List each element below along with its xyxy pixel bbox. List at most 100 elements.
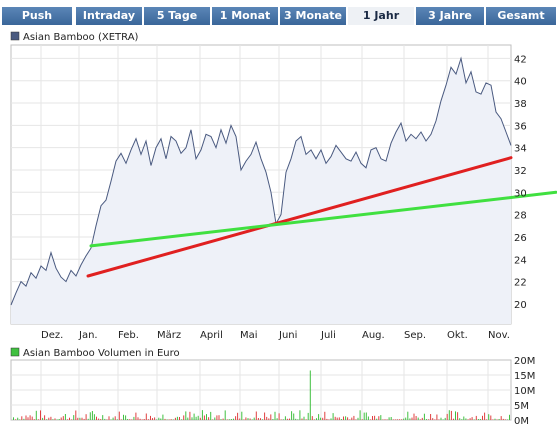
volume-bar [390,417,392,420]
volume-bar [64,414,66,420]
tab-3-jahre[interactable]: 3 Jahre [416,7,484,25]
volume-bar [214,417,216,420]
tab-push[interactable]: Push [2,7,72,25]
volume-bar [488,414,490,420]
price-y-tick-label: 30 [514,188,527,199]
volume-bar [284,416,286,420]
volume-bar [158,417,160,420]
volume-bar [396,419,398,420]
volume-bar [448,410,450,420]
volume-bar [417,417,419,420]
price-y-tick-label: 28 [514,211,527,222]
volume-bar [467,419,469,420]
volume-bar [405,417,407,420]
chart-area: Asian Bamboo (XETRA) 20 22 24 26 28 30 32 34 36 3… [10,31,557,427]
volume-bar [79,417,81,420]
volume-bar [35,410,37,420]
volume-bar [114,416,116,420]
price-y-tick-label: 42 [514,54,527,65]
volume-y-tick-label: 5M [514,401,529,412]
volume-bar [436,414,438,420]
volume-bar [189,411,191,420]
volume-bar [187,417,189,420]
volume-bar [251,419,253,420]
volume-bar [332,413,334,420]
volume-bar [411,417,413,420]
volume-bar [135,412,137,420]
volume-bar [13,417,14,420]
tab-1-monat[interactable]: 1 Monat [212,7,278,25]
volume-bar [403,418,405,420]
volume-bar [372,416,373,420]
volume-bar [484,412,486,420]
volume-bar [496,419,498,420]
volume-bar [438,419,440,420]
volume-bar [197,415,199,420]
volume-bar [156,419,158,420]
tab-5-tage[interactable]: 5 Tage [144,7,210,25]
volume-bar [118,411,120,420]
volume-bar [206,414,207,420]
volume-bar [471,417,473,420]
volume-bar [245,417,247,420]
volume-bar [141,419,143,420]
volume-bar [392,419,394,420]
volume-bar [502,418,504,420]
volume-bar [199,417,201,420]
volume-bar [239,418,241,420]
volume-bars [13,370,510,420]
volume-bar [160,418,162,420]
price-x-tick-label: März [157,330,181,341]
volume-bar [272,419,274,420]
volume-bar [305,419,307,420]
volume-bar [58,419,60,420]
volume-bar [407,411,409,420]
volume-bar [361,419,363,420]
volume-bar [409,418,411,420]
price-x-tick-label: Sep. [404,330,426,341]
volume-bar [176,416,178,420]
volume-bar [301,418,303,420]
volume-bar [299,410,301,420]
volume-bar [330,418,332,420]
volume-bar [129,419,131,420]
volume-bar [21,416,23,420]
price-x-tick-label: Juli [320,330,336,341]
price-x-tick-label: Aug. [362,330,385,341]
volume-bar [469,418,471,420]
volume-bar [274,411,276,420]
volume-bar [17,417,19,420]
volume-bar [378,416,380,420]
volume-bar [93,414,95,420]
volume-bar [504,419,506,420]
tab-intraday[interactable]: Intraday [76,7,142,25]
volume-bar [494,418,496,420]
tab-3-monate[interactable]: 3 Monate [280,7,346,25]
volume-bar [401,419,403,420]
trendlines [86,156,557,278]
volume-bar [509,414,510,420]
price-x-tick-label: Juni [278,330,297,341]
volume-bar [100,419,102,420]
volume-bar [102,415,104,420]
volume-bar [490,415,492,420]
tab-1-jahr[interactable]: 1 Jahr [348,7,414,25]
volume-bar [191,417,193,420]
price-legend-label: Asian Bamboo (XETRA) [23,32,139,43]
volume-bar [318,414,320,420]
tab-gesamt[interactable]: Gesamt [486,7,556,25]
volume-bar [243,419,245,420]
price-y-tick-label: 20 [514,300,527,311]
price-x-tick-label: April [200,330,223,341]
volume-y-tick-label: 10M [514,386,535,397]
volume-bar [131,419,133,420]
volume-bar [430,414,432,420]
volume-bar [150,415,151,420]
volume-bar [270,414,272,420]
volume-bar [174,417,176,420]
price-x-axis: Dez. Jan. Feb. März April Mai Juni Juli Aug. Sep.… [41,330,510,341]
price-x-tick-label: Dez. [41,330,63,341]
volume-bar [442,419,444,420]
volume-bar [506,419,508,420]
volume-bar [307,412,309,420]
